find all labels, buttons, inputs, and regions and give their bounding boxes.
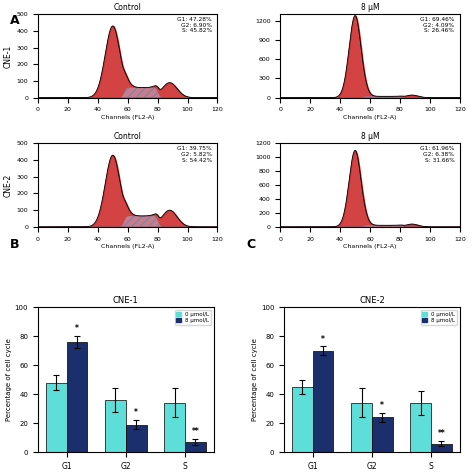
- Bar: [46, 383, 67, 452]
- Bar: [372, 417, 392, 452]
- Bar: [126, 425, 146, 452]
- X-axis label: Channels (FL2-A): Channels (FL2-A): [101, 115, 155, 120]
- Text: *: *: [134, 408, 138, 417]
- Text: G1: 47.28%
G2: 6.90%
S: 45.82%: G1: 47.28% G2: 6.90% S: 45.82%: [177, 17, 212, 33]
- Bar: [164, 403, 185, 452]
- X-axis label: Channels (FL2-A): Channels (FL2-A): [343, 244, 397, 249]
- Legend: 0 μmol/L, 8 μmol/L: 0 μmol/L, 8 μmol/L: [175, 310, 211, 325]
- Bar: [313, 351, 333, 452]
- Title: 8 μM: 8 μM: [361, 132, 379, 141]
- Title: Control: Control: [114, 3, 142, 12]
- Title: CNE-1: CNE-1: [113, 296, 139, 305]
- Title: Control: Control: [114, 132, 142, 141]
- Text: B: B: [9, 238, 19, 251]
- Text: A: A: [9, 14, 19, 27]
- Text: **: **: [438, 429, 445, 438]
- Y-axis label: CNE-2: CNE-2: [3, 174, 12, 197]
- Text: *: *: [75, 324, 79, 333]
- Title: CNE-2: CNE-2: [359, 296, 385, 305]
- Title: 8 μM: 8 μM: [361, 3, 379, 12]
- Bar: [67, 342, 87, 452]
- Y-axis label: Percentage of cell cycle: Percentage of cell cycle: [252, 338, 258, 421]
- Bar: [410, 403, 431, 452]
- Text: G1: 61.96%
G2: 6.38%
S: 31.66%: G1: 61.96% G2: 6.38% S: 31.66%: [420, 146, 455, 163]
- Y-axis label: CNE-1: CNE-1: [3, 44, 12, 68]
- Text: *: *: [380, 401, 384, 410]
- Text: G1: 39.75%
G2: 5.82%
S: 54.42%: G1: 39.75% G2: 5.82% S: 54.42%: [177, 146, 212, 163]
- Text: **: **: [191, 427, 199, 436]
- Text: C: C: [246, 238, 255, 251]
- X-axis label: Channels (FL2-A): Channels (FL2-A): [343, 115, 397, 120]
- Bar: [351, 403, 372, 452]
- Y-axis label: Percentage of cell cycle: Percentage of cell cycle: [6, 338, 12, 421]
- Bar: [431, 444, 452, 452]
- Bar: [185, 442, 206, 452]
- Bar: [292, 387, 313, 452]
- Text: *: *: [321, 335, 325, 344]
- X-axis label: Channels (FL2-A): Channels (FL2-A): [101, 244, 155, 249]
- Legend: 0 μmol/L, 8 μmol/L: 0 μmol/L, 8 μmol/L: [421, 310, 457, 325]
- Bar: [105, 400, 126, 452]
- Text: G1: 69.46%
G2: 4.09%
S: 26.46%: G1: 69.46% G2: 4.09% S: 26.46%: [420, 17, 455, 33]
